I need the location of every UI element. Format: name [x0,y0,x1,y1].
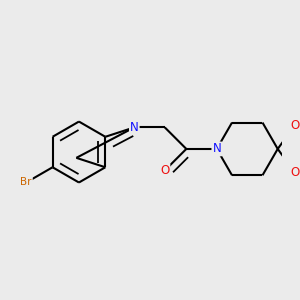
Text: O: O [290,119,299,132]
Text: N: N [130,121,139,134]
Text: O: O [290,166,299,179]
Text: N: N [212,142,221,155]
Text: Br: Br [20,178,32,188]
Text: O: O [160,164,170,177]
